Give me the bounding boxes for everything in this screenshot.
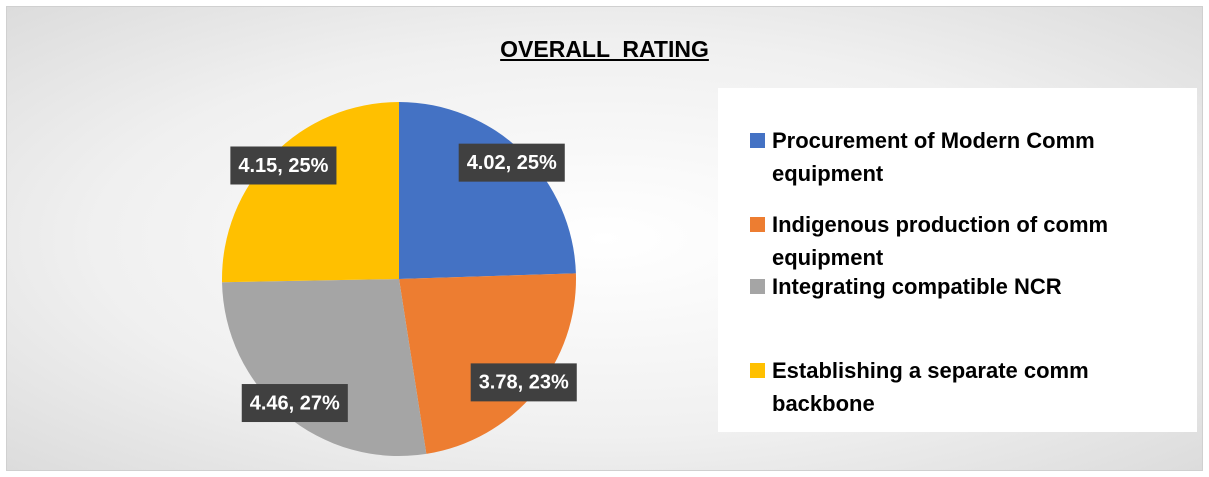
data-label: 4.15, 25% <box>230 146 337 185</box>
legend-item: Procurement of Modern Comm equipment <box>750 124 1192 190</box>
legend-label: Integrating compatible NCR <box>772 274 1062 299</box>
pie-slice <box>222 102 399 283</box>
data-label: 4.02, 25% <box>458 143 565 182</box>
legend-swatch <box>750 363 765 378</box>
pie-slice <box>222 279 427 456</box>
legend: Procurement of Modern Comm equipment Indi… <box>718 88 1197 432</box>
data-label-box <box>241 384 348 423</box>
legend-item: Indigenous production of comm equipment <box>750 208 1192 274</box>
data-label-text: 4.02, 25% <box>467 152 557 174</box>
data-label: 3.78, 23% <box>470 363 577 402</box>
data-label-box <box>470 363 577 402</box>
data-label-text: 3.78, 23% <box>479 372 569 394</box>
data-label-text: 4.15, 25% <box>238 155 328 177</box>
legend-label: Indigenous production of comm equipment <box>772 212 1109 270</box>
chart-title: OVERALL RATING <box>500 36 709 62</box>
pie-slice <box>399 102 576 279</box>
data-label-box <box>458 143 565 182</box>
legend-item: Establishing a separate comm backbone <box>750 354 1192 420</box>
data-label: 4.46, 27% <box>241 384 348 423</box>
legend-label: Establishing a separate comm backbone <box>772 358 1089 416</box>
data-label-text: 4.46, 27% <box>250 392 340 414</box>
legend-swatch <box>750 279 765 294</box>
legend-label: Procurement of Modern Comm equipment <box>772 128 1095 186</box>
legend-item: Integrating compatible NCR <box>750 270 1192 303</box>
data-label-box <box>230 146 337 185</box>
legend-swatch <box>750 133 765 148</box>
legend-swatch <box>750 217 765 232</box>
